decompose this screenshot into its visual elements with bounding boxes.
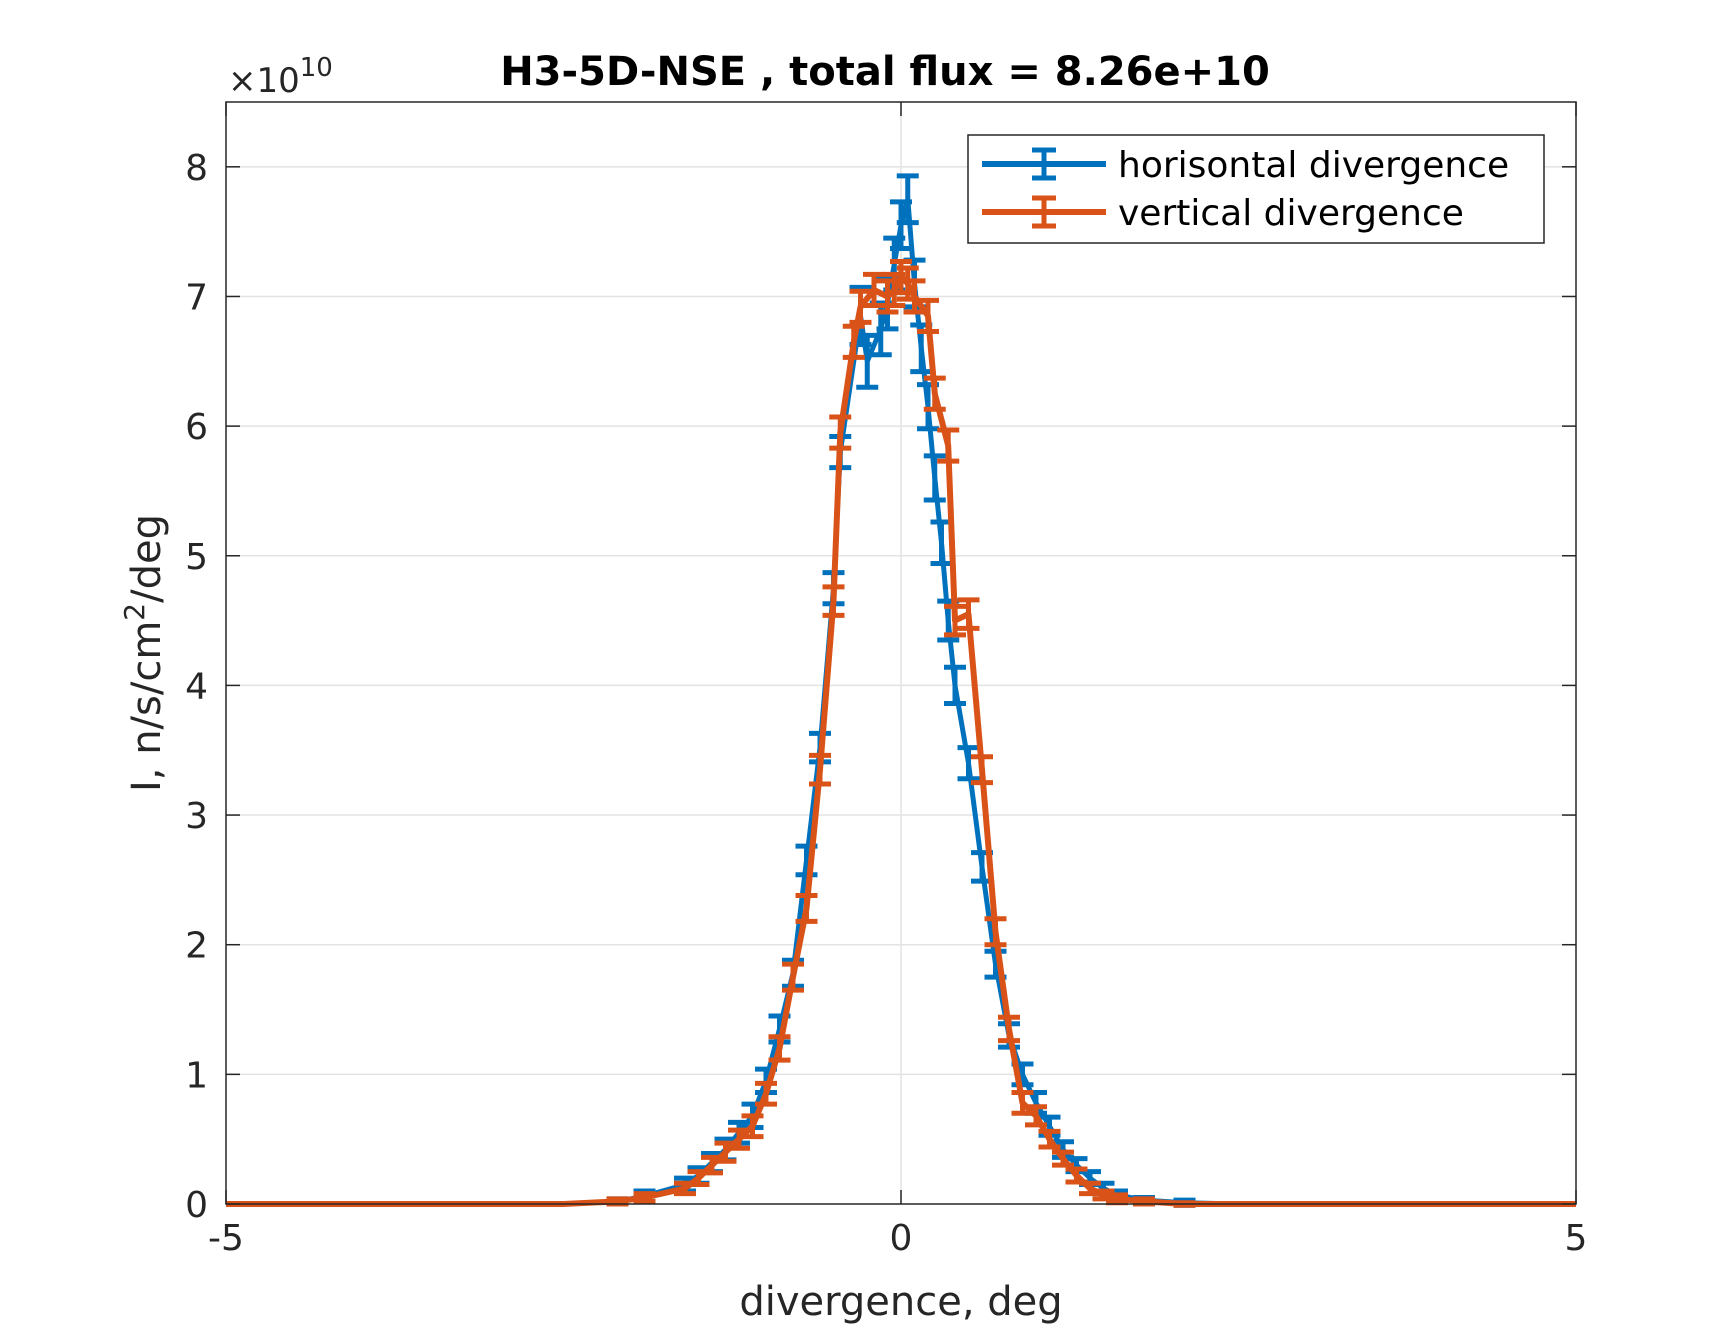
y-axis-title-sup: 2 (118, 603, 151, 621)
error-bar (984, 916, 1007, 948)
y-axis-title-tail: /deg (124, 514, 170, 603)
error-bar (971, 754, 993, 786)
error-bar (755, 1080, 777, 1107)
error-bar (903, 278, 926, 315)
y-exponent-base: ×10 (228, 61, 300, 101)
x-tick-label: 0 (890, 1218, 913, 1259)
error-bar (842, 323, 865, 360)
error-bar (1052, 1149, 1074, 1168)
legend-label-vertical: vertical divergence (1118, 193, 1464, 234)
error-bar (937, 427, 960, 464)
y-axis-title: I, n/s/cm2/deg (118, 514, 170, 792)
legend-label-horisontal: horisontal divergence (1118, 145, 1509, 186)
y-tick-label: 6 (185, 407, 208, 448)
error-bar (957, 745, 980, 782)
error-bar (633, 1191, 656, 1204)
legend-entry-horisontal: horisontal divergence (982, 145, 1509, 186)
y-tick-label: 0 (185, 1185, 208, 1226)
error-bar (714, 1140, 737, 1164)
error-bar (782, 961, 804, 993)
y-tick-label: 4 (185, 666, 208, 707)
error-bar (1011, 1090, 1034, 1116)
y-tick-label: 3 (185, 796, 208, 837)
legend: horisontal divergence vertical divergenc… (967, 134, 1545, 244)
error-bar (768, 1034, 791, 1063)
error-bar (944, 603, 966, 638)
error-bar (923, 453, 946, 503)
legend-entry-vertical: vertical divergence (982, 193, 1464, 234)
error-bar (809, 752, 831, 787)
error-bar (1025, 1104, 1047, 1128)
error-bar (957, 597, 980, 631)
error-bar (849, 288, 872, 325)
error-bar (856, 332, 879, 390)
error-bar (1038, 1128, 1061, 1150)
error-bar (822, 584, 845, 618)
error-bar (944, 664, 966, 707)
error-bar (795, 892, 818, 924)
error-bar (728, 1127, 750, 1151)
error-bar (998, 1014, 1020, 1044)
y-tick-label: 1 (185, 1055, 208, 1096)
error-bar (1092, 1188, 1115, 1202)
error-bar (741, 1113, 764, 1140)
error-bar (863, 271, 885, 309)
error-bar (829, 414, 852, 451)
error-bar (1079, 1180, 1101, 1197)
error-bar (917, 297, 939, 334)
x-tick-label: -5 (208, 1218, 244, 1259)
y-axis-title-main: I, n/s/cm (124, 621, 170, 792)
y-tick-label: 8 (185, 148, 208, 189)
x-axis-title: divergence, deg (739, 1279, 1062, 1325)
error-bar (701, 1154, 723, 1176)
chart-title: H3-5D-NSE , total flux = 8.26e+10 (500, 49, 1270, 95)
error-bar (1106, 1192, 1128, 1206)
y-exponent-label: ×1010 (228, 53, 333, 101)
error-bar (896, 173, 919, 226)
y-tick-label: 7 (185, 277, 208, 318)
y-tick-label: 2 (185, 926, 208, 967)
error-bar (923, 375, 946, 412)
y-tick-label: 5 (185, 537, 208, 578)
y-exponent-power: 10 (300, 53, 333, 83)
legend-box (967, 134, 1545, 244)
ticks (225, 102, 1577, 1205)
x-tick-label: 5 (1565, 1218, 1588, 1259)
